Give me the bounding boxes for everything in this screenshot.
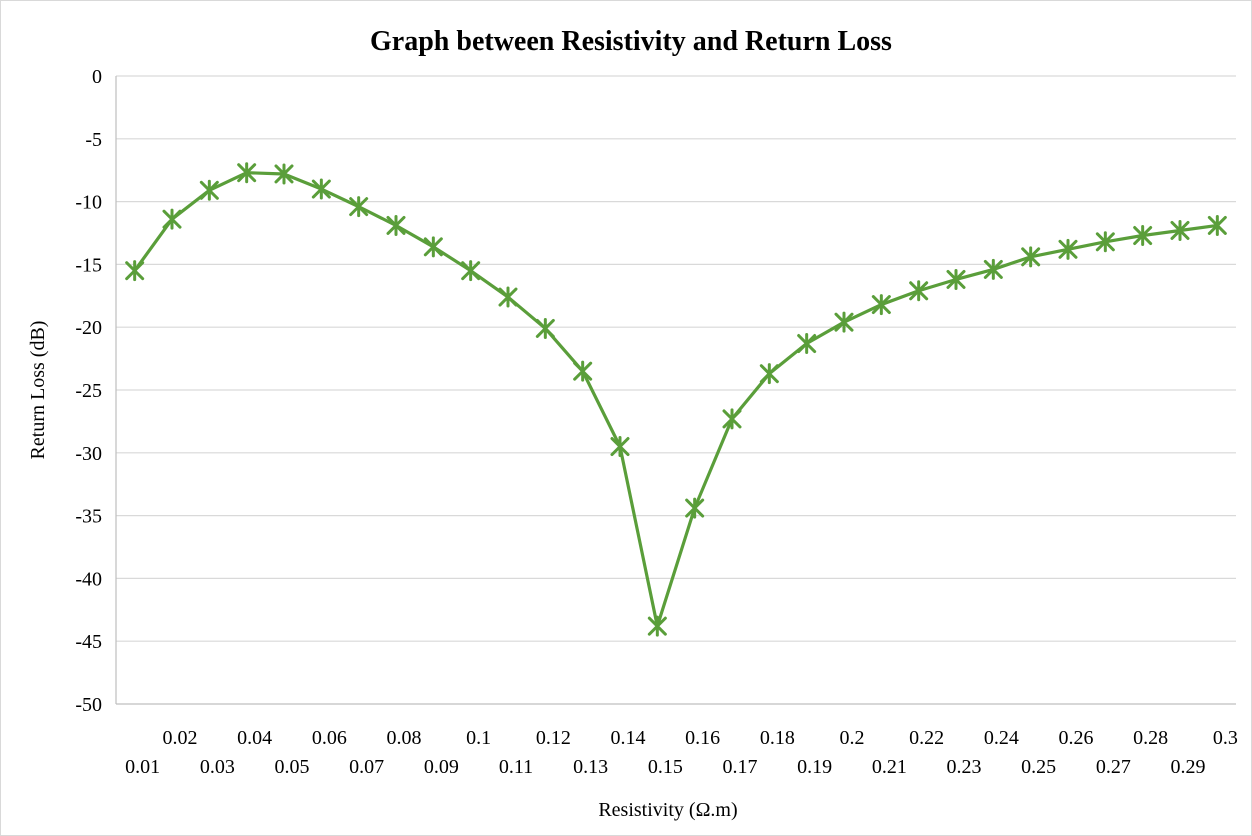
series-line [133,171,1218,628]
data-point-marker [946,268,966,290]
x-tick-label: 0.04 [237,727,272,749]
x-tick-label: 0.07 [349,756,384,778]
x-tick-label: 0.25 [1021,756,1056,778]
y-tick-label: -30 [75,443,102,465]
x-tick-label: 0.11 [499,756,533,778]
x-tick-labels: 0.010.020.030.040.050.060.070.080.09 0.1 0… [125,727,1238,778]
y-tick-label: -40 [75,568,102,590]
y-tick-label: -20 [75,317,102,339]
y-tick-label: -10 [75,192,102,214]
data-point-marker [722,408,742,430]
y-tick-label: -35 [75,506,102,528]
y-tick-label: -25 [75,380,102,402]
data-point-marker [759,363,779,385]
data-point-marker [797,333,817,355]
data-point-marker [349,196,369,218]
x-tick-label: 0.1 [466,727,491,749]
data-point-marker [125,260,145,282]
x-tick-label: 0.24 [984,727,1019,749]
x-tick-label: 0.21 [872,756,907,778]
x-tick-label: 0.29 [1171,756,1206,778]
x-tick-label: 0.13 [573,756,608,778]
y-tick-label: -15 [75,254,102,276]
x-tick-label: 0.03 [200,756,235,778]
x-tick-label: 0.05 [275,756,310,778]
x-tick-label: 0.3 [1213,727,1238,749]
x-tick-label: 0.01 [125,756,160,778]
series [125,162,1227,637]
data-point-marker [834,311,854,333]
x-tick-label: 0.15 [648,756,683,778]
data-point-marker [573,360,593,382]
data-point-marker [909,280,929,302]
x-tick-label: 0.06 [312,727,347,749]
x-tick-label: 0.22 [909,727,944,749]
x-tick-label: 0.28 [1133,727,1168,749]
x-tick-label: 0.18 [760,727,795,749]
x-tick-label: 0.16 [685,727,720,749]
data-point-marker [386,214,406,236]
y-tick-label: -50 [75,694,102,716]
x-tick-label: 0.19 [797,756,832,778]
y-tick-labels: 0 -5 -10 -15 -20 -25 -30 -35 -40 -45 -50 [75,66,102,716]
data-point-marker [535,317,555,339]
data-point-marker [871,294,891,316]
axes [115,76,1236,705]
data-point-marker [237,162,257,184]
data-point-marker [610,436,630,458]
gridlines [116,75,1236,642]
data-point-marker [162,208,182,230]
x-tick-label: 0.17 [723,756,758,778]
y-tick-label: -45 [75,631,102,653]
x-tick-label: 0.2 [840,727,865,749]
data-point-marker [498,286,518,308]
data-point-marker [983,258,1003,280]
x-tick-label: 0.08 [387,727,422,749]
data-point-marker [1021,246,1041,268]
chart-title: Graph between Resistivity and Return Los… [370,26,892,57]
y-tick-label: -5 [85,129,102,151]
data-point-marker [1095,231,1115,253]
x-tick-label: 0.27 [1096,756,1131,778]
y-axis-label: Return Loss (dB) [27,321,49,460]
data-point-marker [274,163,294,185]
x-tick-label: 0.23 [947,756,982,778]
x-tick-label: 0.02 [163,727,198,749]
data-point-marker [1058,238,1078,260]
data-point-marker [685,497,705,519]
data-point-marker [311,178,331,200]
x-tick-label: 0.26 [1059,727,1094,749]
data-point-marker [647,615,667,637]
data-point-marker [461,260,481,282]
x-tick-label: 0.12 [536,727,571,749]
data-point-marker [199,179,219,201]
x-tick-label: 0.14 [611,727,646,749]
x-tick-label: 0.09 [424,756,459,778]
data-point-marker [1170,219,1190,241]
x-axis-label: Resistivity (Ω.m) [598,799,737,821]
data-point-marker [423,236,443,258]
data-point-marker [1207,214,1227,236]
data-point-marker [1133,225,1153,247]
y-tick-label: 0 [92,66,102,88]
